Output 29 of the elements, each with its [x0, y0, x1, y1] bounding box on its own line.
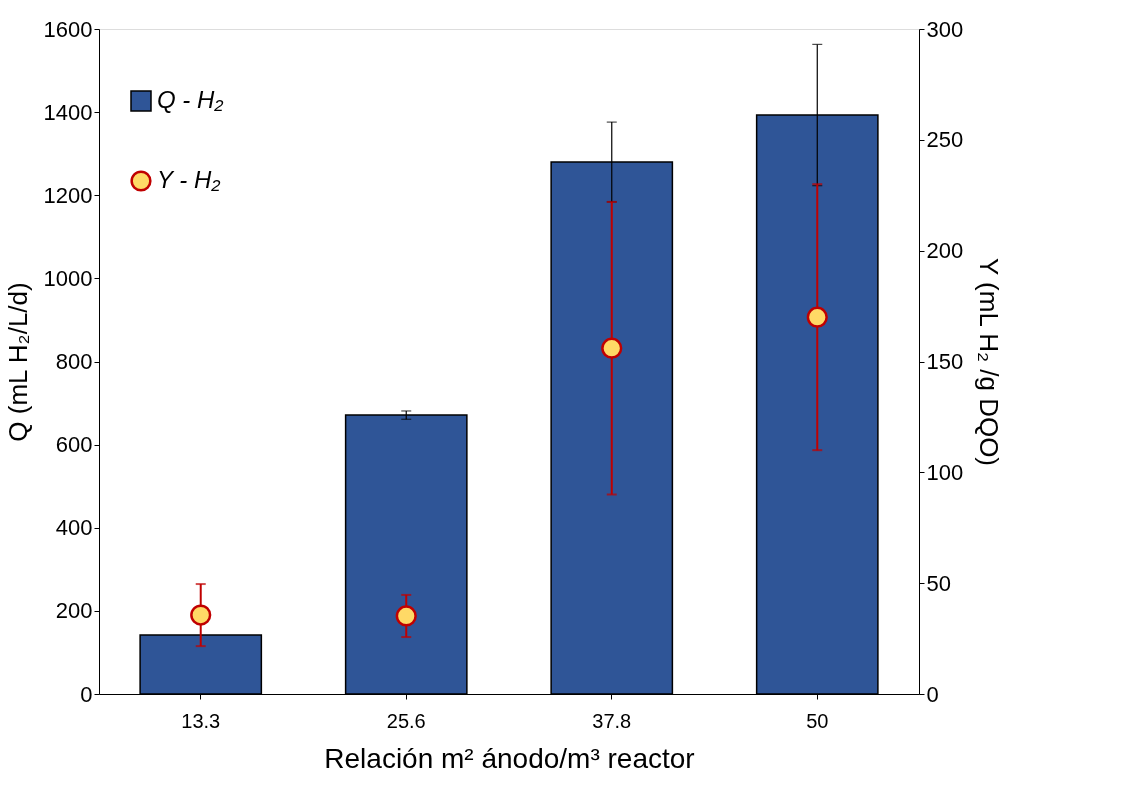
point [806, 306, 828, 328]
y-tick-label: 200 [55, 598, 93, 624]
y2-tick-label: 150 [926, 349, 964, 374]
x-tick-label: 25.6 [386, 709, 426, 732]
y-tick-label: 1000 [43, 265, 93, 291]
y-tick-label: 0 [80, 681, 93, 707]
x-tick-label: 13.3 [181, 709, 221, 732]
x-axis-title: Relación m² ánodo/m³ reactor [324, 742, 695, 774]
point [601, 337, 623, 359]
y2-tick-label: 50 [926, 570, 951, 596]
y2-tick-label: 200 [926, 238, 964, 264]
legend-label: Y - H₂ [157, 166, 221, 193]
x-tick-label: 37.8 [592, 709, 632, 732]
y-tick-label: 1400 [43, 99, 93, 125]
y-tick-label: 1200 [43, 182, 93, 208]
y-axis-title: Q (mL H₂/L/d) [2, 282, 33, 442]
y2-axis-title: Y (mL H₂ /g DQO) [974, 257, 1005, 467]
y-tick-label: 800 [55, 349, 93, 374]
legend-label: Q - H₂ [157, 86, 224, 113]
y-tick-label: 1600 [43, 16, 93, 42]
y-tick-label: 400 [55, 515, 93, 541]
point [395, 605, 417, 627]
y2-tick-label: 300 [926, 16, 964, 42]
y-tick-label: 600 [55, 432, 93, 458]
y2-tick-label: 250 [926, 127, 964, 153]
point [190, 604, 212, 626]
x-tick-label: 50 [806, 709, 829, 732]
y2-tick-label: 100 [926, 459, 964, 485]
y2-tick-label: 0 [926, 681, 939, 707]
